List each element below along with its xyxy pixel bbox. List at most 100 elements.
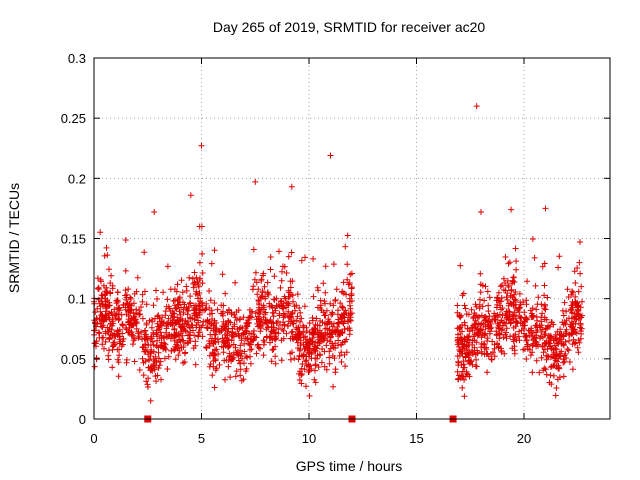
- data-point: [106, 311, 113, 317]
- data-point: [244, 354, 251, 361]
- data-point: [312, 367, 318, 374]
- y-tick-label: 0.3: [68, 51, 86, 66]
- data-point: [148, 324, 155, 331]
- data-point: [109, 364, 116, 371]
- data-point: [209, 372, 216, 379]
- data-point: [546, 323, 553, 330]
- y-tick-label: 0.1: [68, 292, 86, 307]
- data-point: [278, 337, 285, 344]
- data-point: [330, 302, 337, 309]
- data-point: [155, 365, 162, 372]
- data-point: [115, 311, 122, 318]
- data-point: [145, 384, 151, 390]
- data-point: [575, 311, 582, 318]
- data-point: [267, 254, 274, 260]
- data-point: [287, 350, 294, 357]
- data-point: [478, 348, 485, 355]
- data-point: [160, 289, 167, 296]
- data-point: [161, 355, 168, 362]
- data-point: [505, 302, 512, 309]
- data-point: [573, 330, 580, 337]
- data-point: [551, 354, 558, 361]
- data-point: [113, 297, 120, 304]
- data-point: [507, 333, 514, 340]
- data-point: [517, 301, 524, 308]
- data-point: [129, 341, 136, 348]
- data-point: [278, 357, 285, 364]
- data-point: [566, 337, 573, 344]
- data-point: [345, 318, 352, 325]
- data-point: [195, 329, 202, 336]
- data-point: [553, 346, 560, 353]
- data-point: [131, 300, 137, 307]
- data-point: [550, 372, 557, 379]
- data-point: [297, 368, 304, 375]
- data-point: [330, 261, 337, 268]
- data-point: [497, 302, 503, 309]
- data-point: [260, 314, 267, 321]
- data-point: [478, 320, 485, 327]
- data-point: [197, 275, 203, 282]
- data-point: [486, 294, 493, 301]
- data-point: [339, 313, 346, 320]
- data-point: [341, 318, 348, 325]
- data-point: [131, 358, 138, 365]
- data-point: [505, 282, 512, 289]
- data-point: [226, 353, 233, 360]
- data-point: [336, 331, 343, 338]
- data-point: [298, 380, 305, 387]
- data-point: [523, 356, 530, 362]
- data-point: [457, 331, 464, 337]
- data-point: [556, 253, 563, 260]
- data-point: [561, 299, 568, 306]
- data-point: [573, 316, 580, 323]
- data-point: [489, 316, 496, 323]
- data-point: [301, 366, 308, 373]
- data-point: [456, 325, 463, 332]
- data-point: [180, 337, 187, 344]
- data-point: [206, 363, 213, 370]
- data-point: [543, 316, 550, 323]
- data-point: [111, 339, 118, 346]
- data-point: [139, 298, 146, 305]
- data-point: [554, 340, 561, 347]
- data-point: [337, 300, 344, 307]
- data-point: [153, 331, 160, 338]
- data-point: [465, 350, 472, 357]
- data-point: [503, 294, 510, 301]
- data-point: [563, 326, 570, 333]
- data-point: [199, 333, 206, 340]
- data-point: [220, 349, 227, 356]
- data-point: [270, 330, 276, 336]
- data-point: [203, 324, 210, 331]
- data-point: [529, 369, 536, 376]
- data-point: [199, 302, 206, 309]
- data-point: [141, 331, 148, 338]
- data-point: [266, 303, 273, 310]
- data-point: [478, 312, 485, 319]
- data-point: [157, 358, 164, 365]
- data-point: [306, 349, 313, 356]
- data-point: [295, 356, 302, 363]
- data-point: [456, 312, 463, 319]
- y-tick-label: 0: [79, 412, 86, 427]
- data-point: [476, 313, 482, 320]
- data-point: [533, 313, 540, 320]
- data-point: [304, 336, 311, 343]
- data-point: [303, 383, 309, 390]
- data-point: [570, 326, 577, 333]
- data-point: [510, 274, 517, 281]
- data-point: [305, 340, 312, 347]
- data-point: [301, 303, 308, 310]
- data-point: [540, 349, 547, 356]
- data-point: [312, 347, 319, 354]
- data-point: [529, 333, 535, 340]
- data-point: [577, 321, 584, 328]
- data-point: [118, 343, 125, 350]
- data-point: [543, 371, 550, 378]
- data-point: [327, 345, 334, 352]
- data-point: [227, 374, 234, 381]
- data-point: [276, 248, 282, 255]
- data-point: [175, 352, 182, 359]
- data-point: [133, 310, 139, 317]
